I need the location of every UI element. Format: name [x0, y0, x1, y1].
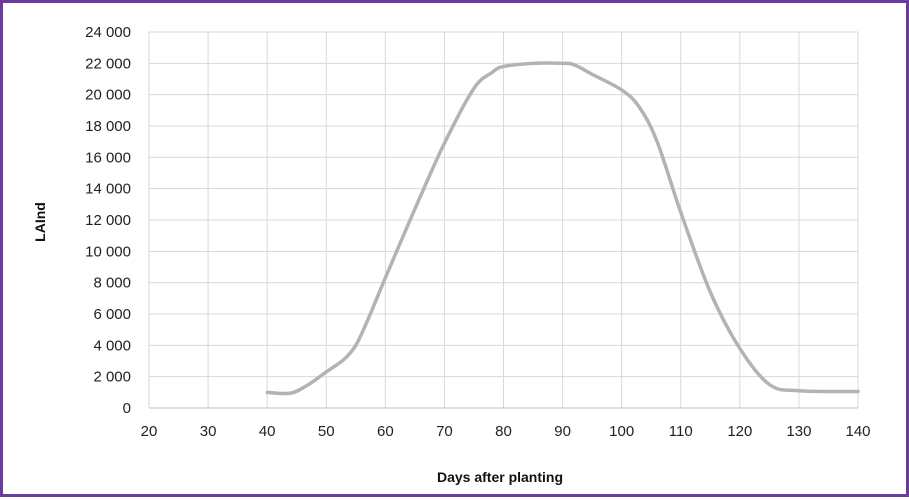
y-tick-label: 16 000 [85, 149, 131, 166]
grid-lines [148, 31, 859, 409]
x-axis-title: Days after planting [437, 469, 563, 485]
series-line [265, 61, 860, 396]
y-tick-label: 12 000 [85, 212, 131, 229]
y-tick-labels: 0 2 000 4 000 6 000 8 000 10 000 12 000 14 000 1… [85, 24, 131, 417]
x-tick-label: 90 [554, 423, 571, 440]
x-tick-label: 70 [436, 423, 453, 440]
x-tick-label: 110 [669, 423, 693, 440]
x-tick-label: 130 [786, 423, 811, 440]
y-tick-label: 14 000 [85, 181, 131, 198]
y-tick-label: 8 000 [93, 275, 131, 292]
y-tick-label: 2 000 [93, 369, 131, 386]
x-tick-label: 40 [259, 423, 276, 440]
y-tick-label: 22 000 [85, 55, 131, 72]
y-tick-label: 18 000 [85, 118, 131, 135]
y-tick-label: 24 000 [85, 24, 131, 41]
y-tick-label: 6 000 [93, 306, 131, 323]
x-tick-label: 20 [141, 423, 158, 440]
x-tick-label: 120 [727, 423, 752, 440]
line-chart: 0 2 000 4 000 6 000 8 000 10 000 12 000 14 000 1… [32, 24, 871, 485]
y-axis-title: LAInd [32, 202, 48, 242]
x-tick-label: 80 [495, 423, 512, 440]
series-group [265, 61, 860, 396]
x-tick-label: 30 [200, 423, 217, 440]
x-tick-labels: 20 30 40 50 60 70 80 90 100 110 120 130 140 [141, 423, 871, 440]
y-tick-label: 4 000 [93, 337, 131, 354]
x-tick-label: 100 [609, 423, 634, 440]
x-tick-label: 60 [377, 423, 394, 440]
y-tick-label: 10 000 [85, 243, 131, 260]
x-tick-label: 140 [845, 423, 870, 440]
x-tick-label: 50 [318, 423, 335, 440]
y-tick-label: 0 [123, 400, 131, 417]
y-tick-label: 20 000 [85, 87, 131, 104]
